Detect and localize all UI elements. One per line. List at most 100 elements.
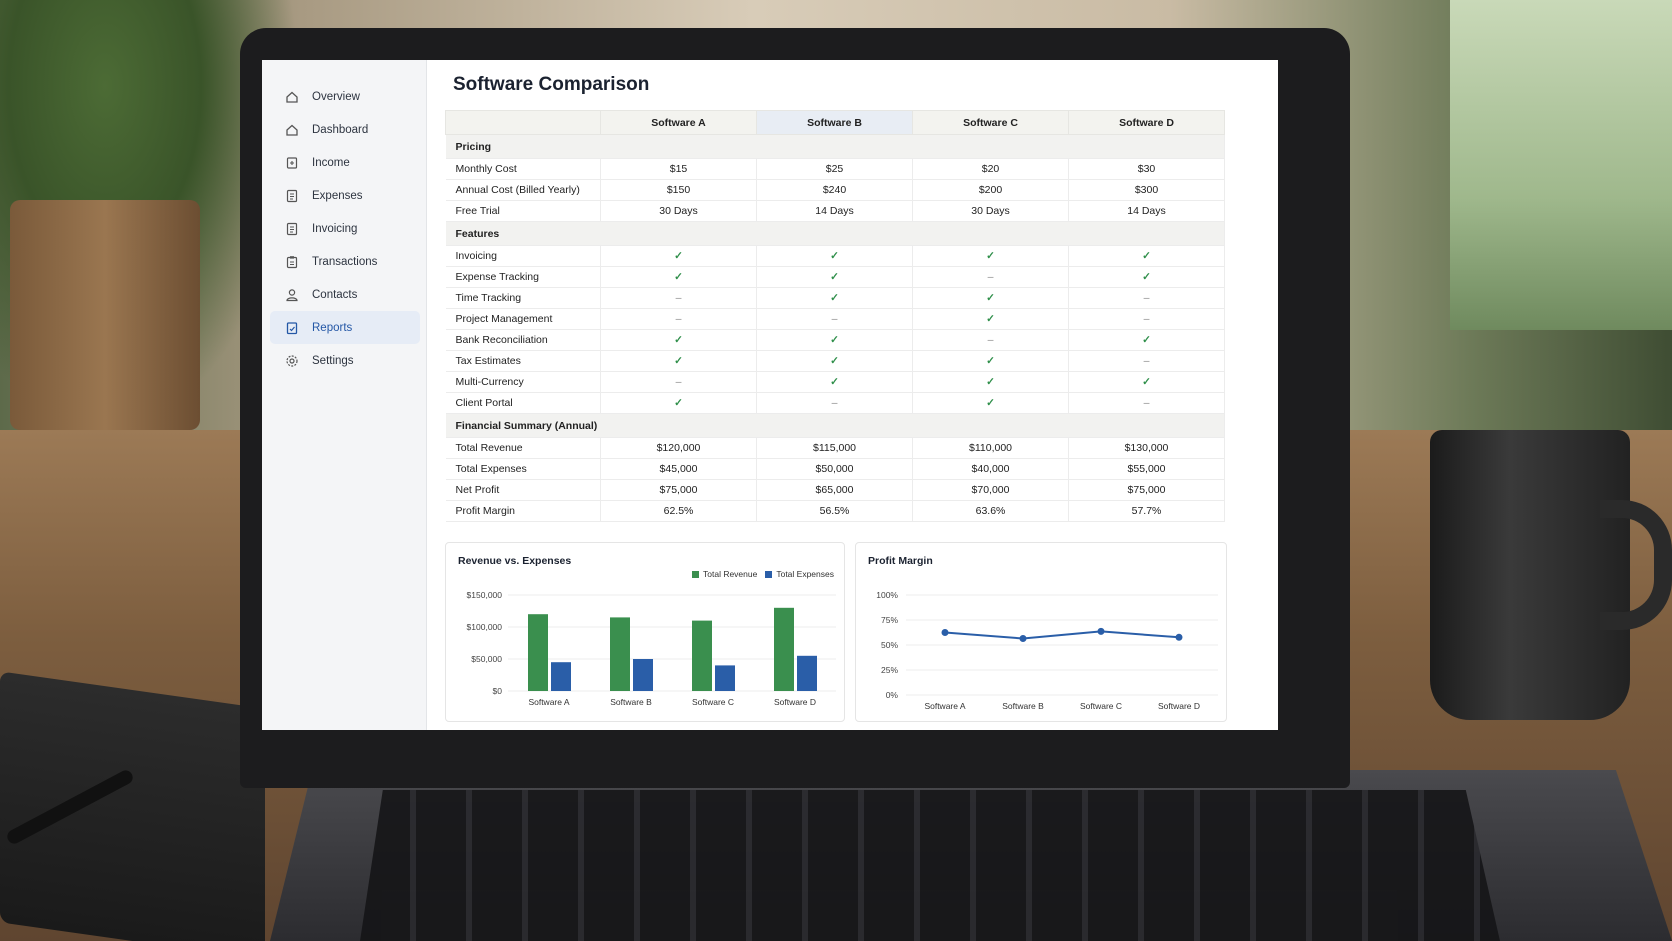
home-icon	[284, 122, 300, 138]
laptop-screen: Overview Dashboard Income Expenses Invoicing…	[262, 60, 1278, 730]
row-label: Total Revenue	[445, 437, 601, 459]
sidebar-item-reports[interactable]: Reports	[270, 311, 420, 344]
dash-icon: –	[756, 308, 913, 330]
x-tick-label: Software B	[610, 697, 652, 707]
table-row: Bank Reconciliation ✓ ✓ – ✓	[445, 329, 1225, 351]
table-cell: $55,000	[1068, 458, 1225, 480]
table-cell: $75,000	[1068, 479, 1225, 501]
row-label: Profit Margin	[445, 500, 601, 522]
line-chart-svg: 0% 25% 50% 75% 100% Software A Software B Softw…	[876, 590, 1218, 711]
check-icon: ✓	[756, 245, 913, 267]
column-header[interactable]: Software A	[600, 110, 757, 135]
gear-icon	[284, 353, 300, 369]
check-icon: ✓	[756, 266, 913, 288]
table-cell: $40,000	[912, 458, 1069, 480]
profit-margin-line	[944, 630, 1180, 640]
data-point	[1097, 627, 1105, 635]
y-tick-label: $100,000	[467, 622, 503, 632]
table-row: Total Revenue $120,000 $115,000 $110,000 $13…	[445, 437, 1225, 459]
table-cell: 62.5%	[600, 500, 757, 522]
y-tick-label: $150,000	[467, 590, 503, 600]
sidebar-item-transactions[interactable]: Transactions	[270, 245, 420, 278]
chart-title: Revenue vs. Expenses	[458, 555, 572, 567]
column-header[interactable]: Software B	[756, 110, 913, 135]
check-icon: ✓	[600, 245, 757, 267]
dash-icon: –	[1068, 392, 1225, 414]
check-icon: ✓	[1068, 329, 1225, 351]
plant-pot	[10, 200, 200, 430]
bar-total-revenue	[528, 614, 548, 691]
bar-total-revenue	[774, 607, 794, 691]
clipboard-icon	[284, 254, 300, 270]
dash-icon: –	[756, 392, 913, 414]
user-icon	[284, 287, 300, 303]
table-cell: $120,000	[600, 437, 757, 459]
table-row: Profit Margin 62.5% 56.5% 63.6% 57.7%	[445, 500, 1225, 522]
table-cell: $50,000	[756, 458, 913, 480]
sidebar-item-expenses[interactable]: Expenses	[270, 179, 420, 212]
document-icon	[284, 188, 300, 204]
chart-legend: Total Revenue Total Expenses	[692, 569, 834, 579]
table-cell: $45,000	[600, 458, 757, 480]
row-label: Expense Tracking	[445, 266, 601, 288]
main-content: Software Comparison Software A Software B…	[427, 60, 1278, 730]
check-icon: ✓	[1068, 266, 1225, 288]
section-title: Features	[445, 221, 1225, 246]
table-header-row: Software A Software B Software C Software D	[445, 110, 1225, 135]
sidebar-item-invoicing[interactable]: Invoicing	[270, 212, 420, 245]
section-title: Pricing	[445, 134, 1225, 159]
y-tick-label: $0	[493, 686, 503, 696]
sidebar-item-label: Dashboard	[312, 123, 369, 136]
check-icon: ✓	[600, 392, 757, 414]
section-header-row: Financial Summary (Annual)	[445, 413, 1225, 438]
table-cell: $25	[756, 158, 913, 180]
data-point	[1019, 635, 1027, 642]
data-point	[941, 629, 949, 636]
sidebar-item-overview[interactable]: Overview	[270, 80, 420, 113]
section-header-row: Features	[445, 221, 1225, 246]
column-header[interactable]: Software C	[912, 110, 1069, 135]
table-header-empty	[445, 110, 601, 135]
keyboard	[360, 790, 1500, 941]
table-row: Multi-Currency – ✓ ✓ ✓	[445, 371, 1225, 393]
notebook	[0, 671, 265, 941]
sidebar: Overview Dashboard Income Expenses Invoicing…	[262, 60, 427, 730]
sidebar-item-label: Reports	[312, 321, 353, 334]
table-cell: $65,000	[756, 479, 913, 501]
check-icon: ✓	[1068, 245, 1225, 267]
table-cell: 63.6%	[912, 500, 1069, 522]
y-tick-label: 25%	[881, 665, 898, 675]
x-tick-label: Software B	[1002, 701, 1044, 711]
sidebar-item-settings[interactable]: Settings	[270, 344, 420, 377]
sidebar-item-label: Invoicing	[312, 222, 358, 235]
sidebar-item-dashboard[interactable]: Dashboard	[270, 113, 420, 146]
report-icon	[284, 320, 300, 336]
table-cell: $75,000	[600, 479, 757, 501]
bar-total-expenses	[633, 659, 653, 691]
coffee-mug	[1430, 430, 1630, 720]
sidebar-item-contacts[interactable]: Contacts	[270, 278, 420, 311]
check-icon: ✓	[912, 287, 1069, 309]
table-row: Project Management – – ✓ –	[445, 308, 1225, 330]
revenue-expenses-chart: Revenue vs. Expenses Total Revenue Total…	[445, 542, 845, 722]
row-label: Time Tracking	[445, 287, 601, 309]
x-tick-label: Software A	[528, 697, 569, 707]
row-label: Net Profit	[445, 479, 601, 501]
bar-total-expenses	[551, 662, 571, 691]
table-row: Annual Cost (Billed Yearly) $150 $240 $200 $…	[445, 179, 1225, 201]
check-icon: ✓	[600, 266, 757, 288]
table-row: Monthly Cost $15 $25 $20 $30	[445, 158, 1225, 180]
table-cell: $110,000	[912, 437, 1069, 459]
table-cell: 57.7%	[1068, 500, 1225, 522]
row-label: Project Management	[445, 308, 601, 330]
check-icon: ✓	[756, 350, 913, 372]
dash-icon: –	[912, 266, 1069, 288]
check-icon: ✓	[756, 329, 913, 351]
table-row: Client Portal ✓ – ✓ –	[445, 392, 1225, 414]
legend-item-revenue: Total Revenue	[692, 569, 757, 579]
column-header[interactable]: Software D	[1068, 110, 1225, 135]
table-row: Invoicing ✓ ✓ ✓ ✓	[445, 245, 1225, 267]
sidebar-item-income[interactable]: Income	[270, 146, 420, 179]
check-icon: ✓	[756, 287, 913, 309]
row-label: Total Expenses	[445, 458, 601, 480]
